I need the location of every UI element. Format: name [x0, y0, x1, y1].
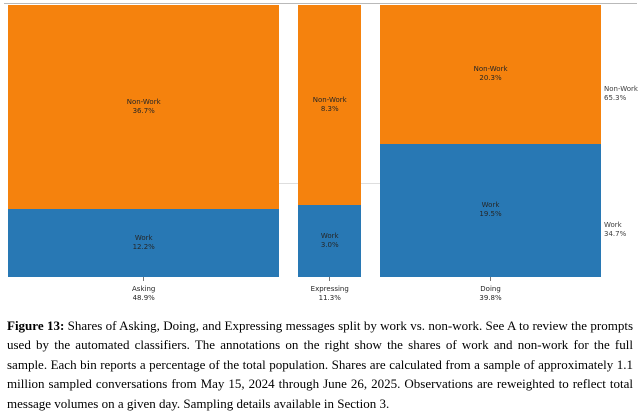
segment-nonwork-doing-value: 20.3% [479, 74, 502, 83]
column-share-asking: 48.9% [132, 294, 155, 302]
segment-work-expressing-series-name: Work [320, 231, 339, 240]
segment-nonwork-expressing-series-name: Non-Work [312, 95, 347, 104]
column-name-asking: Asking [132, 285, 156, 293]
annotation-value: 34.7% [604, 229, 627, 238]
plot-top-spine [4, 3, 637, 4]
column-share-expressing: 11.3% [318, 294, 341, 302]
full-sample-boundary-line [361, 182, 381, 184]
column-tick-asking [143, 277, 145, 281]
segment-nonwork-expressing-label: Non-Work 8.3% [313, 96, 347, 114]
full-sample-annotation-work: Work 34.7% [604, 221, 626, 239]
segment-nonwork-asking-label: Non-Work 36.7% [127, 98, 161, 116]
mosaic-plot: Non-Work 36.7% Work 12.2% Asking 48.9% Non-Wor… [4, 3, 638, 303]
figure-caption-label: Figure 13: [7, 318, 65, 333]
full-sample-annotation-non-work: Non-Work 65.3% [604, 85, 638, 103]
segment-work-asking-label: Work 12.2% [133, 234, 155, 252]
segment-nonwork-doing-series-name: Non-Work [473, 65, 508, 74]
segment-nonwork-asking-series-name: Non-Work [126, 98, 161, 107]
figure-caption-text: Shares of Asking, Doing, and Expressing … [7, 318, 634, 411]
column-tick-doing [490, 277, 492, 281]
column-share-doing: 39.8% [479, 294, 502, 302]
segment-work-expressing: Work 3.0% [298, 204, 362, 277]
segment-work-doing-series-name: Work [481, 201, 500, 210]
segment-work-asking: Work 12.2% [8, 209, 280, 277]
column-label-doing: Doing 39.8% [446, 285, 536, 303]
segment-work-doing: Work 19.5% [380, 143, 601, 277]
annotation-name: Non-Work [604, 84, 638, 93]
segment-work-doing-label: Work 19.5% [479, 201, 501, 219]
segment-work-expressing-label: Work 3.0% [321, 232, 339, 250]
full-sample-boundary-line [279, 182, 299, 184]
column-tick-expressing [329, 277, 331, 281]
segment-nonwork-doing: Non-Work 20.3% [380, 5, 601, 144]
segment-nonwork-doing-label: Non-Work 20.3% [474, 65, 508, 83]
segment-nonwork-expressing-value: 8.3% [320, 104, 339, 113]
segment-work-doing-value: 19.5% [479, 210, 502, 219]
segment-nonwork-asking: Non-Work 36.7% [8, 5, 280, 210]
column-label-expressing: Expressing 11.3% [285, 285, 375, 303]
annotation-name: Work [604, 220, 622, 229]
segment-work-asking-series-name: Work [134, 234, 153, 243]
annotation-value: 65.3% [604, 93, 627, 102]
segment-nonwork-expressing: Non-Work 8.3% [298, 5, 362, 205]
column-name-expressing: Expressing [310, 285, 349, 293]
segment-work-expressing-value: 3.0% [320, 240, 339, 249]
column-name-doing: Doing [480, 285, 501, 293]
figure-caption: Figure 13: Shares of Asking, Doing, and … [7, 316, 633, 413]
segment-nonwork-asking-value: 36.7% [132, 107, 155, 116]
column-label-asking: Asking 48.9% [99, 285, 189, 303]
segment-work-asking-value: 12.2% [132, 243, 155, 252]
